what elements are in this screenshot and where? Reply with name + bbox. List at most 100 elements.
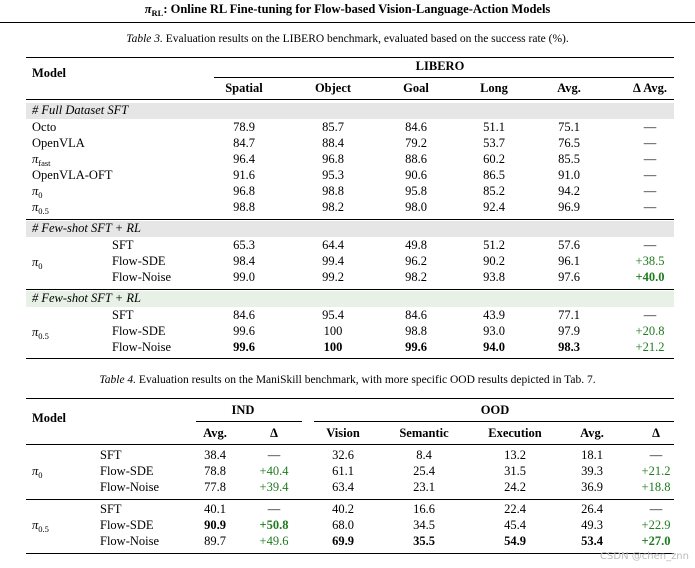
- t3-row-name: πfast: [32, 152, 51, 168]
- table3-top-rule: [26, 57, 674, 58]
- table4-ind-header: IND: [231, 403, 255, 417]
- t3-col-long: Long: [480, 81, 508, 95]
- table-cell: 96.2: [405, 254, 427, 268]
- table-cell: 53.4: [581, 534, 603, 548]
- t3-col-delta-avg: Δ Avg.: [633, 81, 667, 95]
- header-rule: [0, 22, 695, 23]
- table-cell: 99.0: [233, 270, 255, 284]
- t3-method-label: Flow-Noise: [112, 270, 172, 284]
- table4-ood-rule: [314, 421, 674, 422]
- table-cell: —: [649, 502, 663, 516]
- table-cell: 96.9: [558, 200, 580, 214]
- table-cell: 90.9: [204, 518, 226, 532]
- table-cell: 61.1: [332, 464, 354, 478]
- table3-caption-label: Table 3.: [126, 33, 163, 45]
- table-cell: +40.4: [259, 464, 289, 478]
- page-header: πRL: Online RL Fine-tuning for Flow-base…: [0, 2, 695, 18]
- table-cell: 22.4: [504, 502, 526, 516]
- table-cell: 97.9: [558, 324, 580, 338]
- table3-fewshot-pi0-band: [26, 221, 674, 237]
- table-cell: 88.4: [322, 136, 344, 150]
- table3-full-section-label: # Full Dataset SFT: [32, 103, 129, 117]
- table-cell: 98.0: [405, 200, 427, 214]
- t3-col-object: Object: [314, 81, 352, 95]
- table-cell: 49.8: [405, 238, 427, 252]
- table3-section-rule: [26, 289, 674, 290]
- table-cell: 49.3: [581, 518, 603, 532]
- t4-col-ind-avg: Avg.: [203, 426, 227, 440]
- table-cell: —: [267, 448, 281, 462]
- table-cell: 98.8: [233, 200, 255, 214]
- pi-subscript: 0: [38, 470, 43, 480]
- table-cell: 84.6: [233, 308, 255, 322]
- t3-row-name: π0: [32, 184, 43, 200]
- table4-model-header: Model: [32, 411, 67, 425]
- table-cell: 85.2: [483, 184, 505, 198]
- table-cell: 69.9: [332, 534, 354, 548]
- table-cell: 91.0: [558, 168, 580, 182]
- table-cell: 13.2: [504, 448, 526, 462]
- t3-row-name: OpenVLA: [32, 136, 85, 150]
- table3-header-rule: [26, 99, 674, 100]
- table-cell: —: [643, 152, 657, 166]
- table4-section-rule: [26, 499, 674, 500]
- table-cell: 77.1: [558, 308, 580, 322]
- pi-symbol: π: [32, 325, 39, 339]
- table-cell: —: [643, 184, 657, 198]
- table-cell: 78.9: [233, 120, 255, 134]
- table-cell: 75.1: [558, 120, 580, 134]
- t3-method-label: Flow-SDE: [112, 324, 166, 338]
- table-cell: 8.4: [416, 448, 432, 462]
- table3-group-rule: [214, 77, 674, 78]
- table-cell: 24.2: [504, 480, 526, 494]
- table3-model-header: Model: [32, 66, 67, 80]
- table-cell: +22.9: [641, 518, 671, 532]
- t3-row-name: OpenVLA-OFT: [32, 168, 113, 182]
- table4-top-rule: [26, 398, 674, 399]
- table-cell: 16.6: [413, 502, 435, 516]
- table3-caption-text: Evaluation results on the LIBERO benchma…: [165, 33, 569, 45]
- table-cell: —: [649, 448, 663, 462]
- table3-full-section-band: [26, 103, 674, 119]
- table-cell: +18.8: [641, 480, 671, 494]
- t4-col-vision: Vision: [326, 426, 360, 440]
- table4-header-rule: [26, 444, 674, 445]
- pi-symbol: π: [32, 518, 39, 532]
- table-cell: 99.4: [322, 254, 344, 268]
- table-cell: +49.6: [259, 534, 289, 548]
- table-cell: 85.5: [558, 152, 580, 166]
- pi-symbol: π: [32, 184, 39, 198]
- table-cell: 96.8: [233, 184, 255, 198]
- table-cell: 97.6: [558, 270, 580, 284]
- table-cell: 99.6: [233, 324, 255, 338]
- table4-ood-header: OOD: [480, 403, 510, 417]
- table3-fewshot-pi05-band: [26, 291, 674, 307]
- pi-symbol: π: [32, 464, 39, 478]
- pi-symbol: π: [32, 255, 39, 269]
- pi-subscript: 0.5: [38, 331, 49, 341]
- table-cell: 96.4: [233, 152, 255, 166]
- table-cell: —: [643, 136, 657, 150]
- t3-row-name: Octo: [32, 120, 57, 134]
- table-cell: 31.5: [504, 464, 526, 478]
- t3-method-label: SFT: [112, 238, 134, 252]
- t4-col-semantic: Semantic: [399, 426, 449, 440]
- table-cell: 98.4: [233, 254, 255, 268]
- table3-fewshot-label: # Few-shot SFT + RL: [32, 291, 141, 305]
- table-cell: 36.9: [581, 480, 603, 494]
- pi-subscript: 0: [38, 190, 43, 200]
- t4-pi0-group-label: π0: [32, 464, 43, 480]
- table-cell: 63.4: [332, 480, 354, 494]
- table4-caption: Table 4. Evaluation results on the ManiS…: [0, 374, 695, 386]
- table-cell: 93.0: [483, 324, 505, 338]
- table-cell: 25.4: [413, 464, 435, 478]
- t4-col-ood-delta: Δ: [652, 426, 660, 440]
- table-cell: 98.2: [322, 200, 344, 214]
- table4-ind-rule: [196, 421, 302, 422]
- table-cell: 39.3: [581, 464, 603, 478]
- table-cell: 32.6: [332, 448, 354, 462]
- table-cell: +20.8: [635, 324, 665, 338]
- table-cell: 53.7: [483, 136, 505, 150]
- table-cell: 98.3: [558, 340, 580, 354]
- table3-bottom-rule: [26, 358, 674, 359]
